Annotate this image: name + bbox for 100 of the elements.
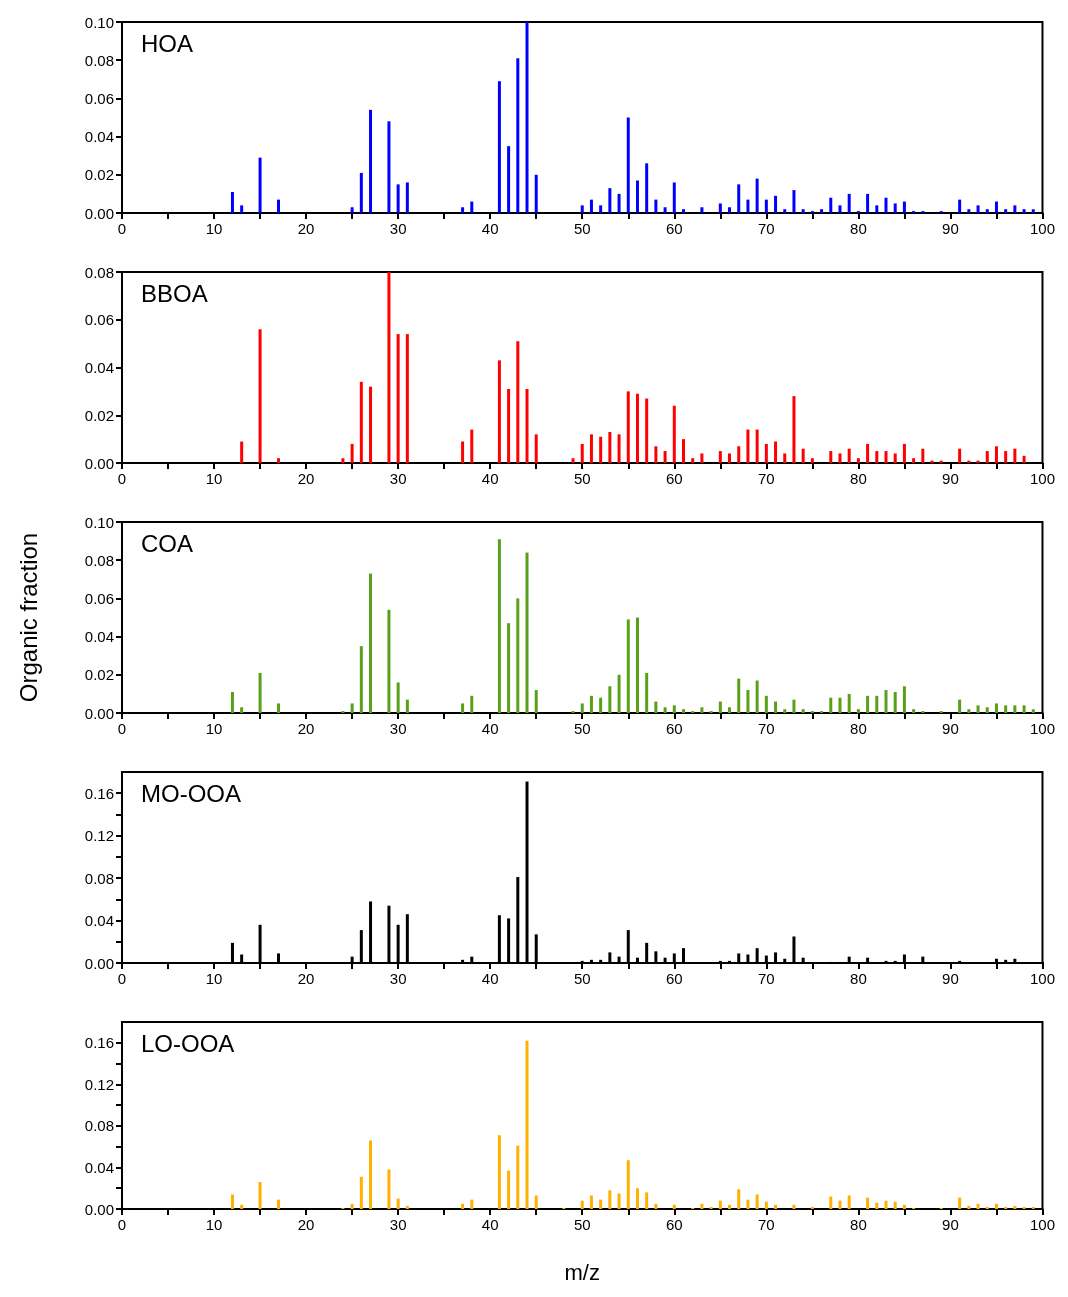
y-tick-label: 0.04 [84, 912, 114, 930]
bar [783, 709, 787, 713]
bar [635, 1188, 639, 1209]
x-tick-label: 70 [758, 220, 775, 237]
y-tick-label: 0.08 [84, 551, 114, 569]
bar [728, 707, 732, 713]
x-tick-label: 20 [297, 970, 315, 987]
x-tick-label: 60 [665, 220, 683, 237]
bar [617, 1193, 621, 1209]
bar [1004, 451, 1008, 463]
bar [764, 1201, 768, 1209]
x-tick-label: 10 [205, 470, 223, 487]
bar [672, 1204, 676, 1209]
bar [507, 623, 511, 713]
bar [580, 703, 584, 713]
bar [599, 959, 603, 963]
y-tick-label: 0.02 [84, 166, 114, 184]
bar [838, 697, 842, 713]
bar [746, 690, 750, 713]
bar [847, 448, 851, 463]
y-tick-label: 0.00 [84, 204, 114, 222]
bar [534, 174, 538, 213]
x-tick-label: 40 [481, 470, 499, 487]
x-tick-label: 30 [389, 1216, 407, 1233]
x-axis-title: m/z [564, 1259, 600, 1285]
bar [746, 429, 750, 463]
bar [755, 948, 759, 963]
bar [470, 429, 474, 463]
x-tick-label: 50 [573, 470, 591, 487]
bar [820, 209, 824, 213]
bar [958, 448, 962, 463]
bar [1022, 209, 1026, 213]
y-tick-label: 0.04 [84, 628, 114, 646]
bar [461, 207, 465, 213]
bar [1013, 705, 1017, 713]
y-tick-label: 0.08 [84, 51, 114, 69]
bar [1013, 958, 1017, 963]
bar [801, 448, 805, 463]
bar [626, 1160, 630, 1209]
x-tick-label: 30 [389, 970, 407, 987]
bar [682, 209, 685, 213]
bar [1004, 705, 1008, 713]
bar [994, 201, 998, 213]
x-tick-label: 80 [850, 720, 867, 737]
bar [663, 957, 667, 963]
bar [700, 1203, 704, 1209]
x-tick-label: 20 [297, 220, 315, 237]
x-tick-label: 90 [942, 970, 959, 987]
bar [470, 956, 474, 963]
chart-title: HOA [141, 29, 194, 57]
bar [405, 1205, 409, 1209]
bar [516, 1145, 520, 1209]
bar [617, 434, 621, 463]
x-tick-label: 60 [665, 470, 683, 487]
bar [801, 209, 805, 213]
bar [240, 707, 244, 713]
bar [737, 184, 741, 213]
bar [507, 146, 511, 213]
bar [626, 619, 630, 713]
x-tick-label: 80 [850, 470, 867, 487]
x-tick-label: 30 [389, 220, 407, 237]
chart-title: LO-OOA [141, 1029, 235, 1057]
bar [525, 388, 529, 463]
bar [396, 334, 400, 463]
x-tick-label: 0 [117, 220, 127, 237]
bar [516, 341, 520, 463]
x-tick-label: 40 [481, 1216, 499, 1233]
bar [1004, 959, 1008, 963]
x-tick-label: 40 [481, 720, 499, 737]
bar [1013, 448, 1017, 463]
bar [856, 709, 860, 713]
bar [682, 439, 685, 463]
bar [359, 381, 363, 463]
bar [921, 956, 925, 963]
bar [755, 178, 759, 213]
bar [608, 686, 612, 713]
bar [792, 190, 796, 213]
bar [774, 701, 778, 713]
bar [230, 191, 234, 213]
bar [893, 691, 897, 713]
bar [240, 1204, 244, 1209]
bar [709, 1206, 713, 1209]
x-tick-label: 10 [205, 1216, 223, 1233]
chart-title: MO-OOA [141, 779, 241, 807]
bar [470, 1199, 474, 1209]
bar [783, 453, 787, 463]
y-tick-label: 0.08 [84, 869, 114, 887]
bar [516, 58, 520, 213]
bar [497, 81, 501, 213]
bar [774, 195, 778, 213]
x-tick-label: 50 [573, 220, 591, 237]
bar [875, 451, 879, 463]
bar [635, 180, 639, 213]
bar [507, 918, 511, 963]
bar [902, 1204, 906, 1209]
bar [958, 1197, 962, 1209]
y-tick-label: 0.04 [84, 1158, 114, 1176]
y-tick-label: 0.02 [84, 406, 114, 424]
bar [387, 905, 391, 963]
y-tick-label: 0.12 [84, 827, 114, 845]
